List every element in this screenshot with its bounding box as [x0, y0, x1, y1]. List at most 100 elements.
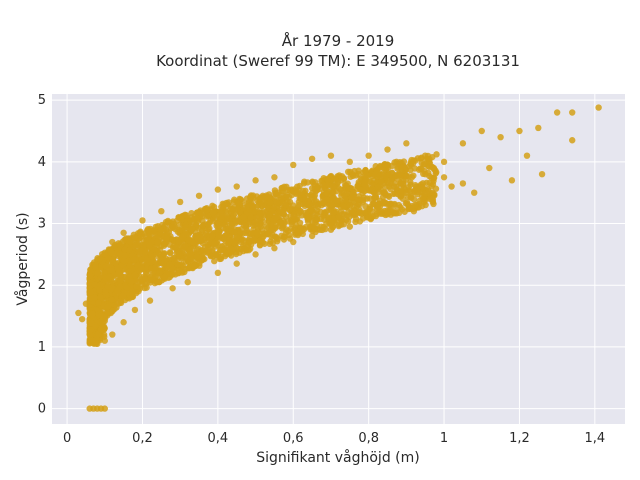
x-axis-title: Signifikant våghöjd (m) [256, 449, 419, 466]
cloud-point [280, 236, 288, 243]
cloud-point [295, 201, 303, 209]
cloud-point [295, 209, 303, 217]
cloud-point [115, 240, 122, 247]
cloud-point [354, 196, 362, 203]
cloud-point [199, 217, 206, 225]
cloud-point [386, 179, 393, 187]
cloud-point [249, 204, 257, 211]
data-point [308, 232, 316, 240]
data-point [471, 189, 478, 196]
cloud-point [408, 174, 416, 181]
cloud-point [211, 257, 218, 265]
cloud-point [272, 233, 279, 240]
cloud-point [119, 292, 127, 299]
cloud-point [270, 203, 278, 211]
data-point [538, 170, 546, 178]
cloud-point [324, 181, 332, 188]
cloud-point [256, 237, 263, 245]
cloud-point [426, 179, 433, 187]
cloud-point [131, 234, 139, 241]
cloud-point [210, 203, 218, 211]
cloud-point [142, 249, 149, 256]
cloud-point [147, 273, 154, 281]
cloud-point [312, 201, 319, 209]
cloud-point [324, 176, 332, 184]
cloud-point [115, 300, 122, 307]
cloud-point [253, 217, 260, 224]
cloud-point [161, 273, 168, 280]
cloud-point [96, 287, 103, 294]
y-tick-labels: 0 1 2 3 4 5 [38, 93, 46, 416]
y-tick-label: 0 [38, 402, 46, 417]
data-point [403, 189, 410, 196]
cloud-point [169, 270, 177, 278]
x-tick-label: 1,2 [509, 431, 530, 446]
cloud-point [186, 251, 193, 258]
cloud-point [361, 178, 368, 186]
cloud-point [96, 255, 104, 263]
cloud-point [266, 240, 273, 248]
x-tick-label: 0,2 [132, 431, 153, 446]
cloud-point [433, 151, 440, 158]
cloud-point [349, 191, 356, 198]
x-tick-label: 0,8 [358, 431, 379, 446]
cloud-point [398, 187, 405, 194]
data-point [101, 405, 108, 412]
cloud-point [257, 223, 265, 230]
data-point [86, 328, 93, 335]
cloud-point [106, 273, 113, 281]
cloud-point [201, 243, 209, 251]
cloud-point [198, 210, 205, 218]
data-point [346, 158, 354, 166]
cloud-point [216, 221, 224, 229]
cloud-point [126, 273, 133, 280]
cloud-point [261, 240, 268, 247]
cloud-point [104, 303, 112, 310]
data-point [252, 251, 259, 258]
cloud-point [426, 163, 433, 170]
cloud-point [152, 264, 159, 271]
data-point [146, 297, 154, 304]
cloud-point [220, 201, 228, 208]
cloud-point [314, 186, 321, 194]
data-point [158, 207, 165, 215]
cloud-point [188, 226, 195, 233]
cloud-point [290, 212, 297, 220]
cloud-point [395, 209, 403, 217]
cloud-point [95, 299, 102, 306]
cloud-point [231, 229, 238, 236]
cloud-point [154, 238, 161, 246]
data-point [497, 133, 504, 141]
cloud-point [132, 242, 139, 249]
data-point [101, 337, 108, 344]
cloud-point [429, 189, 436, 196]
cloud-point [169, 224, 177, 231]
cloud-point [333, 197, 341, 204]
cloud-point [414, 155, 422, 162]
cloud-point [340, 175, 348, 182]
cloud-point [173, 249, 180, 257]
cloud-point [154, 273, 161, 280]
cloud-point [394, 163, 402, 171]
data-point [290, 238, 297, 246]
cloud-point [403, 199, 411, 206]
cloud-point [361, 172, 368, 180]
cloud-point [108, 296, 115, 303]
data-point [252, 177, 259, 184]
cloud-point [330, 189, 337, 196]
data-point [535, 124, 542, 132]
y-tick-label: 5 [38, 93, 46, 108]
cloud-point [185, 264, 192, 272]
cloud-point [348, 207, 355, 215]
cloud-point [407, 194, 414, 201]
data-point [94, 269, 101, 277]
cloud-point [266, 199, 274, 206]
cloud-point [301, 178, 308, 185]
cloud-point [227, 248, 235, 256]
cloud-point [145, 227, 152, 234]
x-tick-labels: 0 0,2 0,4 0,6 0,8 1 1,2 1,4 [63, 431, 605, 446]
cloud-point [97, 312, 104, 319]
cloud-point [399, 195, 407, 202]
cloud-point [222, 249, 229, 257]
cloud-point [253, 229, 260, 236]
